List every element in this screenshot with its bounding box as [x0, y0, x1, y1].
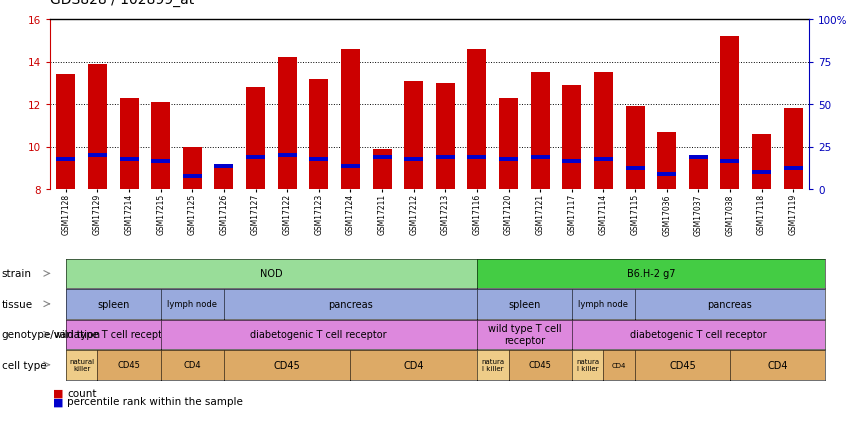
- Bar: [436, 156, 454, 160]
- Text: CD45: CD45: [117, 360, 140, 369]
- Text: lymph node: lymph node: [579, 299, 628, 309]
- Text: GDS828 / 102899_at: GDS828 / 102899_at: [50, 0, 194, 7]
- Bar: [309, 79, 328, 190]
- Bar: [56, 75, 75, 190]
- Bar: [688, 158, 708, 190]
- Text: wild type T cell receptor: wild type T cell receptor: [54, 329, 172, 339]
- Bar: [88, 65, 107, 190]
- Bar: [499, 158, 518, 162]
- Text: count: count: [67, 388, 96, 398]
- Bar: [214, 164, 233, 168]
- Text: spleen: spleen: [508, 299, 540, 309]
- Bar: [214, 166, 233, 190]
- Bar: [721, 37, 740, 190]
- Bar: [246, 88, 265, 190]
- Text: genotype/variation: genotype/variation: [2, 329, 100, 339]
- Text: ■: ■: [54, 396, 64, 406]
- Text: CD4: CD4: [612, 362, 626, 368]
- Text: B6.H-2 g7: B6.H-2 g7: [626, 269, 675, 279]
- Text: natura
l killer: natura l killer: [576, 358, 599, 372]
- Text: NOD: NOD: [260, 269, 283, 279]
- Bar: [625, 167, 644, 170]
- Bar: [309, 158, 328, 162]
- Bar: [752, 171, 771, 174]
- Bar: [563, 85, 581, 190]
- Bar: [657, 173, 677, 177]
- Text: diabetogenic T cell receptor: diabetogenic T cell receptor: [630, 329, 767, 339]
- Bar: [531, 156, 550, 160]
- Bar: [721, 160, 740, 164]
- Bar: [277, 154, 297, 158]
- Bar: [373, 149, 391, 190]
- Bar: [688, 156, 708, 160]
- Bar: [594, 73, 613, 190]
- Bar: [183, 175, 202, 179]
- Bar: [752, 135, 771, 190]
- Text: percentile rank within the sample: percentile rank within the sample: [67, 396, 243, 406]
- Bar: [151, 160, 170, 164]
- Text: strain: strain: [2, 269, 31, 279]
- Bar: [563, 160, 581, 164]
- Text: tissue: tissue: [2, 299, 33, 309]
- Bar: [183, 147, 202, 190]
- Bar: [246, 156, 265, 160]
- Text: lymph node: lymph node: [168, 299, 217, 309]
- Text: CD45: CD45: [274, 360, 300, 370]
- Text: pancreas: pancreas: [707, 299, 752, 309]
- Bar: [594, 158, 613, 162]
- Text: pancreas: pancreas: [328, 299, 373, 309]
- Text: cell type: cell type: [2, 360, 46, 370]
- Text: CD45: CD45: [669, 360, 696, 370]
- Bar: [657, 132, 677, 190]
- Bar: [404, 82, 423, 190]
- Text: wild type T cell
receptor: wild type T cell receptor: [488, 324, 561, 345]
- Bar: [625, 107, 644, 190]
- Bar: [277, 58, 297, 190]
- Bar: [151, 102, 170, 190]
- Bar: [88, 154, 107, 158]
- Bar: [341, 49, 360, 190]
- Text: diabetogenic T cell receptor: diabetogenic T cell receptor: [250, 329, 387, 339]
- Bar: [467, 156, 487, 160]
- Text: natural
killer: natural killer: [69, 358, 94, 372]
- Bar: [341, 164, 360, 168]
- Bar: [404, 158, 423, 162]
- Bar: [120, 99, 139, 190]
- Bar: [120, 158, 139, 162]
- Text: ■: ■: [54, 388, 64, 398]
- Bar: [531, 73, 550, 190]
- Text: CD45: CD45: [528, 360, 551, 369]
- Bar: [373, 156, 391, 160]
- Bar: [467, 49, 487, 190]
- Bar: [499, 99, 518, 190]
- Text: spleen: spleen: [97, 299, 129, 309]
- Text: CD4: CD4: [767, 360, 788, 370]
- Bar: [784, 167, 802, 170]
- Bar: [436, 84, 454, 190]
- Text: CD4: CD4: [184, 360, 201, 369]
- Bar: [56, 158, 75, 162]
- Text: CD4: CD4: [403, 360, 424, 370]
- Bar: [784, 109, 802, 190]
- Text: natura
l killer: natura l killer: [481, 358, 505, 372]
